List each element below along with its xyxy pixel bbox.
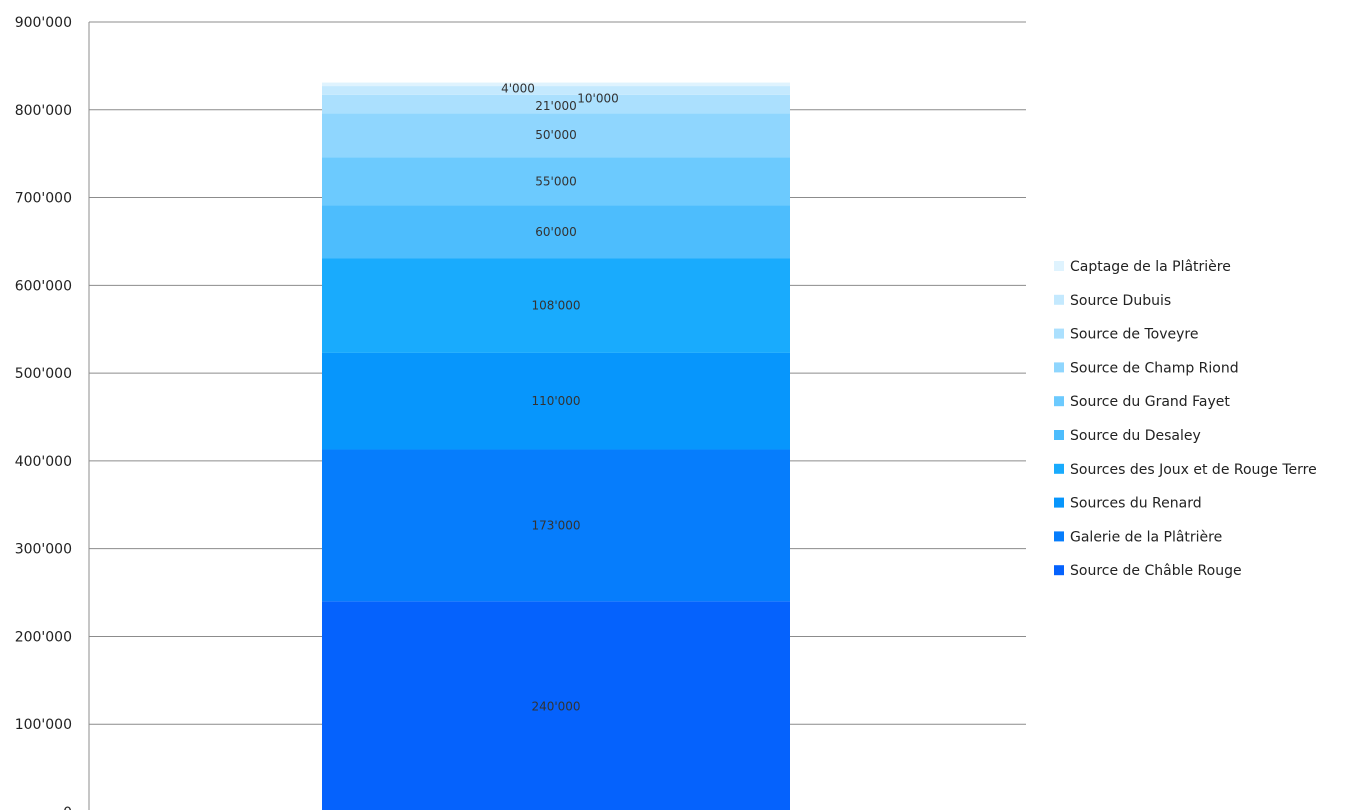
legend: Captage de la Plâtrière Source Dubuis Sour… bbox=[1054, 259, 1317, 579]
legend-label: Source Dubuis bbox=[1070, 293, 1171, 309]
bar-segment bbox=[322, 86, 790, 95]
bar-segment bbox=[322, 157, 790, 206]
legend-label: Galerie de la Plâtrière bbox=[1070, 529, 1222, 545]
y-tick-label: 600'000 bbox=[15, 278, 72, 294]
legend-label: Sources des Joux et de Rouge Terre bbox=[1070, 462, 1317, 478]
legend-swatch bbox=[1054, 294, 1064, 305]
legend-label: Sources du Renard bbox=[1070, 496, 1202, 512]
legend-label: Captage de la Plâtrière bbox=[1070, 259, 1231, 275]
data-label: 21'000 bbox=[535, 99, 576, 113]
legend-swatch bbox=[1054, 565, 1064, 576]
legend-swatch bbox=[1054, 463, 1064, 474]
legend-item: Source de Toveyre bbox=[1054, 327, 1198, 343]
bar-segment bbox=[322, 94, 790, 114]
y-tick-label: 900'000 bbox=[15, 15, 72, 31]
data-label: 10'000 bbox=[577, 91, 618, 105]
data-label: 50'000 bbox=[535, 128, 576, 142]
y-tick-label: 100'000 bbox=[15, 717, 72, 733]
bar-segments bbox=[322, 82, 790, 810]
bar-segment bbox=[322, 601, 790, 810]
bar-segment bbox=[322, 205, 790, 259]
legend-item: Source du Desaley bbox=[1054, 428, 1201, 444]
bar-segment bbox=[322, 258, 790, 353]
legend-label: Source de Châble Rouge bbox=[1070, 563, 1242, 579]
legend-swatch bbox=[1054, 497, 1064, 508]
data-label: 110'000 bbox=[531, 394, 580, 408]
y-tick-label: 200'000 bbox=[15, 629, 72, 645]
y-tick-label: 800'000 bbox=[15, 103, 72, 119]
data-label: 108'000 bbox=[531, 299, 580, 313]
legend-label: Source du Desaley bbox=[1070, 428, 1201, 444]
y-tick-label: 0 bbox=[63, 805, 72, 810]
legend-swatch bbox=[1054, 328, 1064, 339]
legend-swatch bbox=[1054, 396, 1064, 407]
bar-segment bbox=[322, 352, 790, 450]
legend-item: Source du Grand Fayet bbox=[1054, 394, 1230, 410]
legend-item: Sources des Joux et de Rouge Terre bbox=[1054, 462, 1317, 478]
data-label: 55'000 bbox=[535, 174, 576, 188]
data-label: 60'000 bbox=[535, 225, 576, 239]
legend-swatch bbox=[1054, 362, 1064, 373]
y-tick-label: 300'000 bbox=[15, 542, 72, 558]
legend-label: Source de Toveyre bbox=[1070, 327, 1198, 343]
data-labels: 240'000 173'000 110'000 108'000 60'000 55'000… bbox=[501, 81, 619, 713]
bar-segment bbox=[322, 82, 790, 87]
legend-item: Sources du Renard bbox=[1054, 496, 1202, 512]
legend-item: Source Dubuis bbox=[1054, 293, 1171, 309]
legend-item: Source de Champ Riond bbox=[1054, 360, 1239, 376]
legend-label: Source de Champ Riond bbox=[1070, 360, 1239, 376]
legend-swatch bbox=[1054, 261, 1064, 271]
data-label: 4'000 bbox=[501, 81, 535, 95]
legend-swatch bbox=[1054, 430, 1064, 440]
legend-item: Source de Châble Rouge bbox=[1054, 563, 1242, 579]
data-label: 173'000 bbox=[531, 518, 580, 532]
y-tick-labels: 0 100'000 200'000 300'000 400'000 500'000 600'… bbox=[15, 15, 72, 810]
y-tick-label: 700'000 bbox=[15, 191, 72, 207]
bar-segment bbox=[322, 113, 790, 158]
legend-item: Captage de la Plâtrière bbox=[1054, 259, 1231, 275]
data-label: 240'000 bbox=[531, 700, 580, 714]
legend-item: Galerie de la Plâtrière bbox=[1054, 529, 1222, 545]
bar-segment bbox=[322, 449, 790, 602]
legend-swatch bbox=[1054, 531, 1064, 542]
y-tick-label: 400'000 bbox=[15, 454, 72, 470]
legend-label: Source du Grand Fayet bbox=[1070, 394, 1230, 410]
y-tick-label: 500'000 bbox=[15, 366, 72, 382]
